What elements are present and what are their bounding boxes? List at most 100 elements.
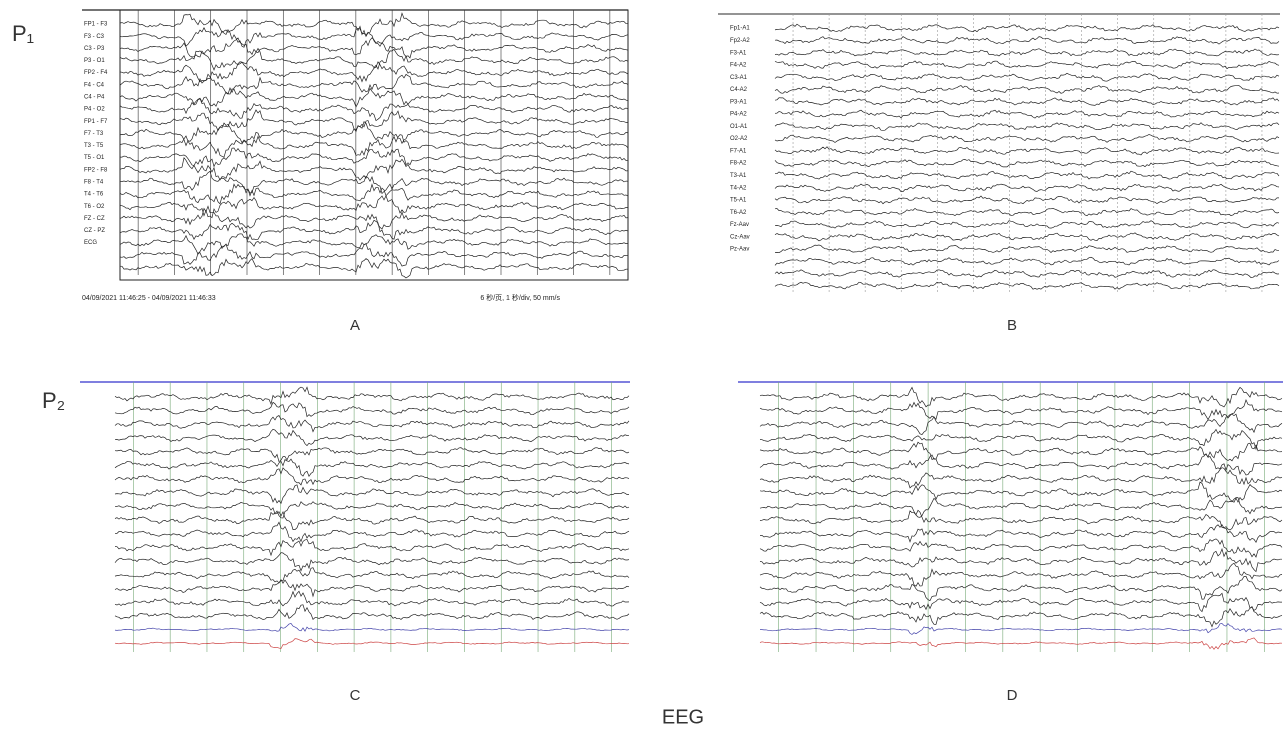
figure-title: EEG (662, 706, 704, 728)
eeg-trace (114, 552, 630, 572)
eeg-trace (759, 453, 1283, 476)
eeg-trace (759, 562, 1283, 587)
eeg-trace (119, 233, 628, 255)
eeg-trace (119, 170, 629, 195)
channel-label: Cz-Aav (730, 234, 750, 240)
channel-label: O1-A1 (730, 124, 748, 130)
channel-label: F7-A1 (730, 148, 747, 154)
channel-label: F4 - C4 (84, 82, 105, 88)
eeg-trace (774, 146, 1280, 156)
eeg-trace (119, 73, 629, 95)
channel-label: C4-A2 (730, 87, 748, 93)
eeg-trace (759, 399, 1283, 421)
channel-label: Pz-Aav (730, 247, 749, 253)
eeg-trace (774, 159, 1280, 168)
eeg-trace (114, 567, 630, 584)
eeg-trace (760, 623, 1283, 635)
eeg-trace (114, 386, 630, 406)
eeg-trace (119, 243, 629, 267)
eeg-trace (774, 122, 1280, 131)
channel-label: P4 - O2 (84, 107, 105, 113)
eeg-trace (119, 87, 629, 108)
eeg-trace (759, 637, 1283, 650)
eeg-trace (119, 61, 629, 83)
channel-label: F8 - T4 (84, 180, 104, 186)
eeg-trace (759, 509, 1283, 531)
channel-label: Fz-Aav (730, 222, 749, 228)
eeg-trace (119, 47, 629, 71)
eeg-trace (119, 134, 629, 158)
eeg-trace (119, 37, 629, 59)
channel-label: F7 - T3 (84, 131, 104, 137)
eeg-trace (774, 72, 1280, 82)
channel-label: F3 - C3 (84, 34, 105, 40)
eeg-trace (759, 524, 1283, 544)
panel-label: D (1007, 687, 1018, 704)
eeg-trace (119, 12, 629, 38)
eeg-trace (114, 638, 630, 649)
eeg-trace (759, 481, 1283, 503)
channel-label: FP1 - F3 (84, 22, 108, 28)
eeg-trace (774, 207, 1280, 217)
eeg-trace (119, 27, 629, 48)
row-label: P₁ (12, 21, 34, 46)
channel-label: FZ - CZ (84, 216, 105, 222)
eeg-trace (114, 447, 630, 463)
eeg-trace (759, 467, 1283, 489)
eeg-trace (120, 147, 629, 168)
eeg-trace (774, 281, 1280, 290)
eeg-trace (119, 97, 629, 122)
eeg-trace (119, 219, 629, 241)
eeg-trace (774, 23, 1280, 33)
channel-label: T4-A2 (730, 185, 747, 191)
row-label: P₂ (42, 388, 65, 413)
eeg-trace (759, 428, 1283, 451)
eeg-trace (114, 484, 630, 505)
eeg-trace (114, 622, 630, 632)
eeg-trace (119, 183, 629, 205)
channel-label: Fp1-A1 (730, 26, 750, 32)
channel-label: F4-A2 (730, 63, 747, 69)
channel-label: T4 - T6 (84, 192, 104, 198)
eeg-trace (114, 467, 630, 486)
channel-label: T5-A1 (730, 198, 747, 204)
eeg-trace (114, 428, 630, 447)
panel-label: C (350, 687, 361, 704)
eeg-trace (774, 97, 1280, 106)
channel-label: CZ - PZ (84, 228, 105, 234)
eeg-trace (114, 415, 630, 433)
eeg-trace (759, 441, 1283, 462)
eeg-trace (759, 575, 1283, 602)
eeg-trace (759, 547, 1282, 573)
channel-label: O2-A2 (730, 136, 748, 142)
eeg-trace (759, 592, 1282, 613)
eeg-trace (114, 590, 630, 607)
eeg-trace (119, 157, 629, 181)
eeg-trace (759, 606, 1283, 628)
footer-text: 04/09/2021 11:46:25 - 04/09/2021 11:46:3… (82, 295, 216, 302)
eeg-trace (114, 521, 630, 543)
channel-label: T6 - O2 (84, 204, 105, 210)
channel-label: ECG (84, 240, 97, 246)
eeg-trace (774, 244, 1279, 254)
eeg-trace (774, 85, 1280, 94)
panel-label: A (350, 317, 360, 334)
channel-label: F8-A2 (730, 161, 747, 167)
eeg-trace (114, 579, 630, 598)
channel-label: P3-A1 (730, 99, 747, 105)
eeg-trace (774, 220, 1280, 229)
channel-label: FP1 - F7 (84, 119, 108, 125)
eeg-trace (774, 195, 1280, 205)
eeg-trace (114, 501, 630, 519)
channel-label: FP2 - F4 (84, 70, 108, 76)
eeg-trace (119, 121, 629, 147)
eeg-trace (774, 256, 1280, 266)
eeg-trace (759, 497, 1283, 518)
channel-label: T5 - O1 (84, 155, 105, 161)
channel-label: T3 - T5 (84, 143, 104, 149)
eeg-trace (114, 604, 630, 621)
eeg-trace (114, 401, 630, 418)
eeg-trace (774, 170, 1280, 180)
channel-label: T3-A1 (730, 173, 747, 179)
